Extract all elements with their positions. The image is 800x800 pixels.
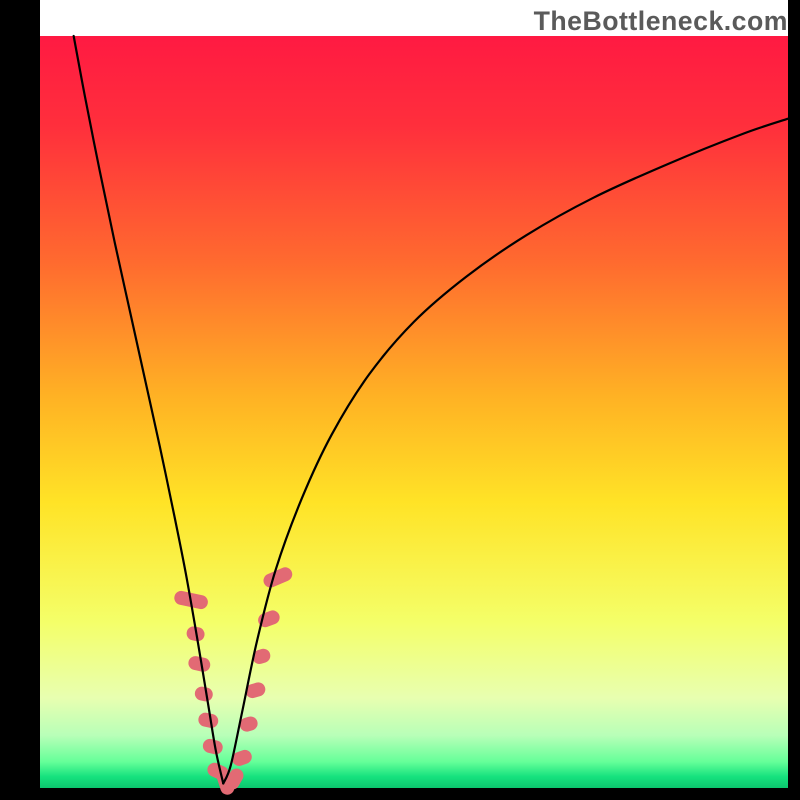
curve-marker bbox=[194, 685, 215, 702]
curve-marker bbox=[261, 565, 294, 590]
curve-marker bbox=[197, 711, 219, 729]
chart-svg bbox=[0, 0, 800, 800]
bottleneck-curve-right bbox=[223, 119, 788, 784]
curve-marker bbox=[201, 737, 224, 755]
